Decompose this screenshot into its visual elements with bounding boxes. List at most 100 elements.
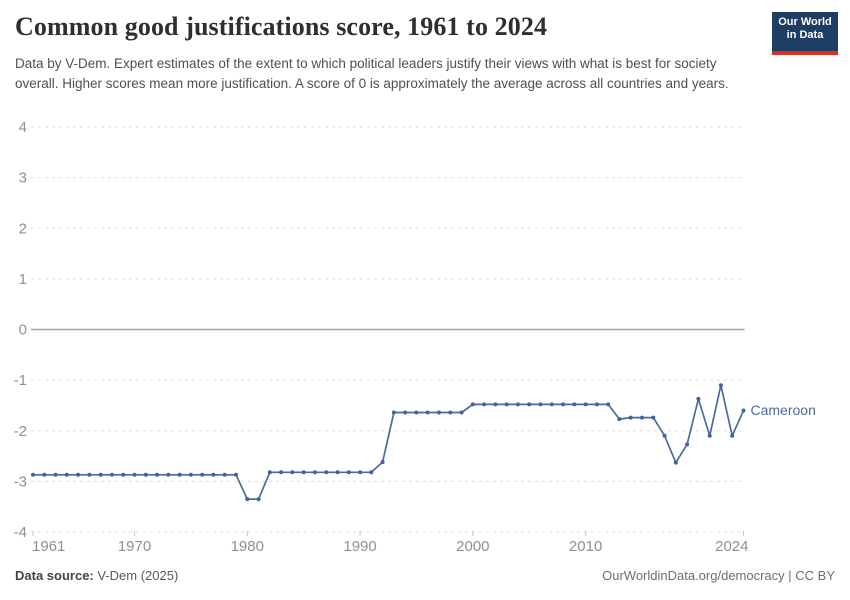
footer: Data source: V-Dem (2025) OurWorldinData… xyxy=(15,568,835,583)
data-point[interactable] xyxy=(470,402,475,407)
footer-link[interactable]: OurWorldinData.org/democracy | CC BY xyxy=(602,568,835,583)
data-point[interactable] xyxy=(200,472,205,477)
data-point[interactable] xyxy=(380,460,385,465)
data-point[interactable] xyxy=(606,402,611,407)
data-series[interactable] xyxy=(31,383,746,502)
data-point[interactable] xyxy=(290,470,295,475)
data-point[interactable] xyxy=(346,470,351,475)
data-point[interactable] xyxy=(640,415,644,420)
x-axis-labels: 1961 1970 1980 1990 2000 2010 2024 xyxy=(32,538,749,555)
data-point[interactable] xyxy=(414,410,419,415)
data-point[interactable] xyxy=(132,472,137,477)
data-point[interactable] xyxy=(403,410,408,415)
data-point[interactable] xyxy=(358,470,363,475)
data-point[interactable] xyxy=(718,383,723,388)
data-source-value: V-Dem (2025) xyxy=(93,568,179,583)
y-tick-label: -4 xyxy=(14,524,27,541)
data-source: Data source: V-Dem (2025) xyxy=(15,568,178,583)
data-point[interactable] xyxy=(572,402,577,407)
x-tick-label: 1970 xyxy=(118,538,151,555)
data-point[interactable] xyxy=(324,470,329,475)
y-tick-label: -2 xyxy=(14,423,27,440)
data-point[interactable] xyxy=(76,472,81,477)
entity-label[interactable]: Cameroon xyxy=(751,402,816,418)
data-point[interactable] xyxy=(109,472,114,477)
data-point[interactable] xyxy=(741,408,746,413)
y-axis-labels: 4 3 2 1 0 -1 -2 -3 -4 xyxy=(14,119,27,541)
data-point[interactable] xyxy=(143,472,148,477)
data-point[interactable] xyxy=(222,472,227,477)
data-point[interactable] xyxy=(628,415,633,420)
data-point[interactable] xyxy=(53,472,58,477)
chart-subtitle: Data by V-Dem. Expert estimates of the e… xyxy=(15,56,729,91)
data-point[interactable] xyxy=(155,472,160,477)
x-tick-label: 2010 xyxy=(569,538,602,555)
data-point[interactable] xyxy=(482,402,487,407)
page-title: Common good justifications score, 1961 t… xyxy=(15,12,548,41)
owid-logo[interactable]: Our World in Data xyxy=(772,12,838,55)
data-point[interactable] xyxy=(707,433,712,438)
data-point[interactable] xyxy=(515,402,520,407)
owid-logo-line2: in Data xyxy=(786,29,824,41)
owid-logo-line1: Our World xyxy=(778,16,832,28)
x-tick-label: 1990 xyxy=(343,538,376,555)
data-point[interactable] xyxy=(335,470,340,475)
data-point[interactable] xyxy=(42,472,47,477)
data-point[interactable] xyxy=(685,442,690,447)
data-point[interactable] xyxy=(256,497,261,502)
data-point[interactable] xyxy=(177,472,182,477)
y-tick-label: 3 xyxy=(19,170,27,187)
data-point[interactable] xyxy=(651,415,656,420)
data-point[interactable] xyxy=(561,402,566,407)
data-point[interactable] xyxy=(617,417,622,422)
data-point[interactable] xyxy=(549,402,554,407)
data-point[interactable] xyxy=(696,396,701,401)
y-tick-label: -1 xyxy=(14,372,27,389)
data-point[interactable] xyxy=(425,410,430,415)
data-point[interactable] xyxy=(301,470,306,475)
data-point[interactable] xyxy=(267,470,272,475)
data-point[interactable] xyxy=(87,472,92,477)
data-point[interactable] xyxy=(662,433,667,438)
y-tick-label: 0 xyxy=(19,322,27,339)
x-tick-label: 2000 xyxy=(456,538,489,555)
x-tick-label: 1980 xyxy=(231,538,264,555)
data-point[interactable] xyxy=(583,402,588,407)
data-point[interactable] xyxy=(312,470,317,475)
data-point[interactable] xyxy=(527,402,532,407)
data-point[interactable] xyxy=(504,402,509,407)
data-source-label: Data source: xyxy=(15,568,94,583)
x-tick-label: 2024 xyxy=(715,538,748,555)
data-point[interactable] xyxy=(673,460,678,465)
data-point[interactable] xyxy=(31,472,35,477)
data-point[interactable] xyxy=(391,410,396,415)
data-point[interactable] xyxy=(98,472,103,477)
data-point[interactable] xyxy=(493,402,498,407)
y-tick-label: 2 xyxy=(19,220,27,237)
y-tick-label: 4 xyxy=(19,119,27,136)
data-point[interactable] xyxy=(459,410,464,415)
data-point[interactable] xyxy=(730,433,735,438)
data-point[interactable] xyxy=(234,472,238,477)
data-point[interactable] xyxy=(188,472,193,477)
y-tick-label: 1 xyxy=(19,271,27,288)
data-point[interactable] xyxy=(121,472,126,477)
data-point[interactable] xyxy=(279,470,284,475)
data-point[interactable] xyxy=(245,497,250,502)
data-point[interactable] xyxy=(538,402,543,407)
data-point[interactable] xyxy=(64,472,69,477)
x-axis-ticks xyxy=(32,531,744,536)
y-tick-label: -3 xyxy=(14,473,27,490)
data-point[interactable] xyxy=(369,470,374,475)
entity-label-group[interactable]: Cameroon xyxy=(751,402,816,418)
data-point[interactable] xyxy=(211,472,216,477)
gridlines xyxy=(31,126,745,533)
data-point[interactable] xyxy=(437,410,441,415)
data-point[interactable] xyxy=(448,410,453,415)
data-point[interactable] xyxy=(594,402,599,407)
data-point[interactable] xyxy=(166,472,171,477)
series-line[interactable] xyxy=(33,384,745,500)
x-tick-label: 1961 xyxy=(32,538,65,555)
